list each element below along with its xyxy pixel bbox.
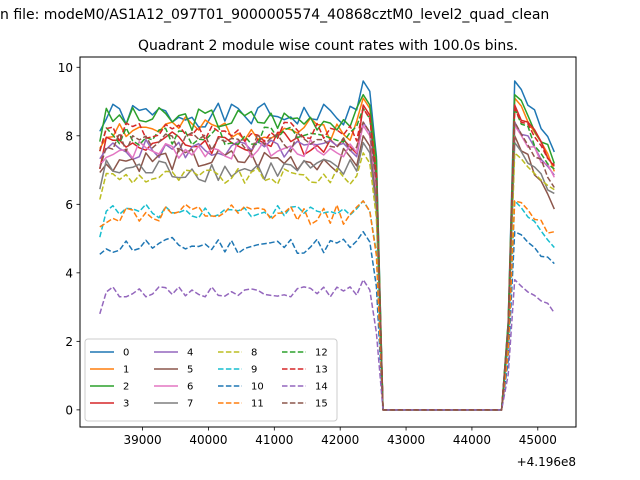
legend-label-2: 2 [123,382,129,393]
legend-label-4: 4 [187,348,193,359]
y-axis: 0 2 4 6 8 10 [58,61,80,417]
legend-label-5: 5 [187,365,193,376]
legend-label-10: 10 [251,382,264,393]
legend-label-7: 7 [187,399,193,410]
y-tick-label: 8 [65,129,73,143]
y-tick-label: 6 [65,198,73,212]
x-tick-label: 44000 [453,433,491,447]
legend-label-13: 13 [315,365,328,376]
series-layer [99,80,556,411]
legend-label-12: 12 [315,348,328,359]
legend-frame [84,338,338,422]
legend-label-0: 0 [123,348,129,359]
legend-label-9: 9 [251,365,257,376]
legend-label-1: 1 [123,365,129,376]
x-tick-label: 43000 [387,433,425,447]
x-tick-label: 40000 [189,433,227,447]
legend-label-15: 15 [315,399,328,410]
legend-label-8: 8 [251,348,257,359]
series-line-12 [99,107,555,411]
plot-frame [79,56,577,428]
x-tick-label: 39000 [123,433,161,447]
y-tick-label: 10 [58,61,73,75]
legend-label-6: 6 [187,382,193,393]
series-line-14 [99,278,555,411]
legend-label-3: 3 [123,399,129,410]
chart-title: Quadrant 2 module wise count rates with … [138,38,518,54]
figure-suptitle: n file: modeM0/AS1A12_097T01_9000005574_… [0,7,549,23]
x-axis-offset-label: +4.196e8 [517,455,576,469]
series-line-15 [99,121,555,411]
x-tick-label: 42000 [321,433,359,447]
legend-label-11: 11 [251,399,264,410]
legend-label-14: 14 [315,382,328,393]
y-tick-label: 0 [65,403,73,417]
x-tick-label: 41000 [255,433,293,447]
y-tick-label: 4 [65,266,73,280]
y-tick-label: 2 [65,335,73,349]
x-axis: 39000 40000 41000 42000 43000 44000 45000 [123,427,557,447]
x-tick-label: 45000 [519,433,557,447]
